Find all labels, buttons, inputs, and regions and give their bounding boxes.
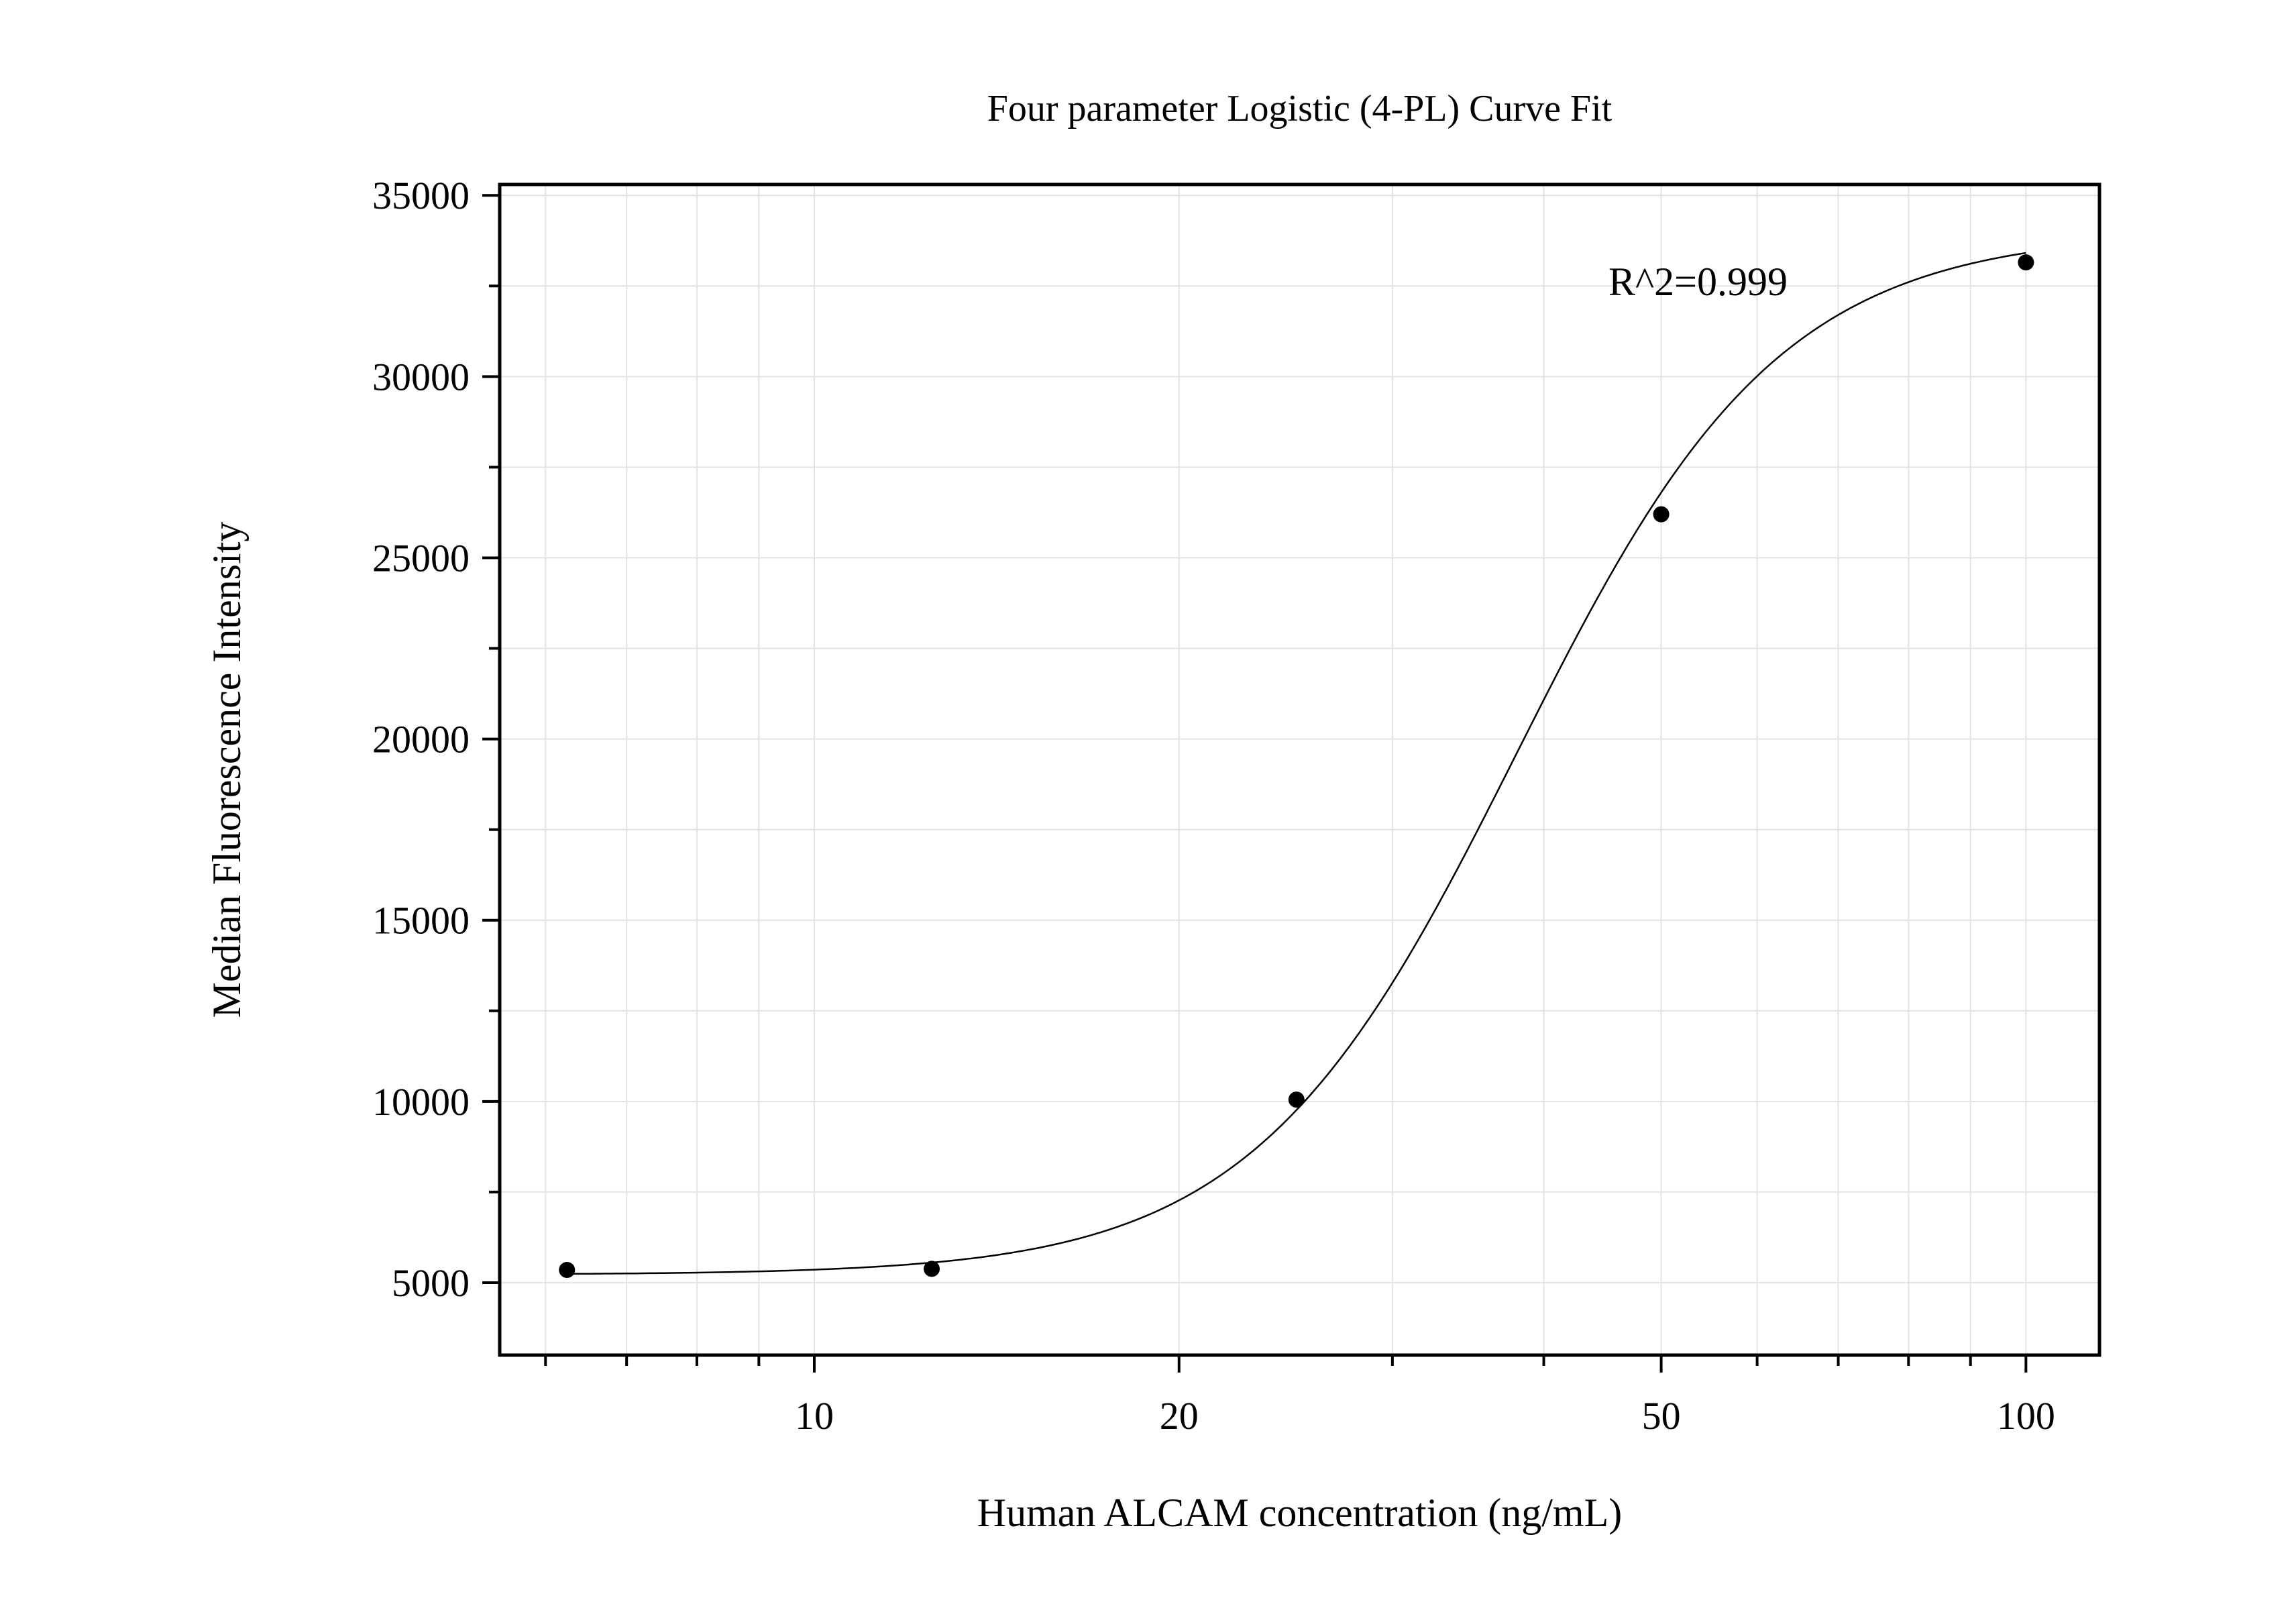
data-point [1653,506,1670,523]
data-point [924,1261,940,1277]
y-tick-label: 35000 [372,174,470,217]
fit-curve [567,252,2026,1275]
minor-ticks [482,194,2028,1373]
y-axis-label: Median Fluorescence Intensity [205,522,249,1018]
x-axis-label: Human ALCAM concentration (ng/mL) [977,1491,1622,1535]
r-squared-annotation: R^2=0.999 [1608,260,1788,304]
x-axis-ticks: 10 20 50 100 [795,1394,2055,1438]
y-tick-label: 25000 [372,536,470,580]
y-tick-label: 5000 [392,1261,470,1305]
x-tick-label: 50 [1642,1394,1681,1438]
chart-title: Four parameter Logistic (4-PL) Curve Fit [987,88,1612,129]
data-point [559,1262,576,1279]
data-points [559,254,2034,1279]
plot-frame [498,182,2101,1357]
x-tick-label: 100 [1997,1394,2055,1438]
x-tick-label: 10 [795,1394,834,1438]
y-tick-label: 15000 [372,899,470,943]
grid [500,184,2099,1355]
data-point [1288,1091,1305,1108]
y-axis-ticks: 5000 10000 15000 20000 25000 30000 35000 [372,174,470,1305]
x-tick-label: 20 [1160,1394,1199,1438]
y-tick-label: 20000 [372,718,470,761]
y-tick-label: 10000 [372,1080,470,1124]
data-point [2018,254,2034,271]
y-tick-label: 30000 [372,355,470,398]
